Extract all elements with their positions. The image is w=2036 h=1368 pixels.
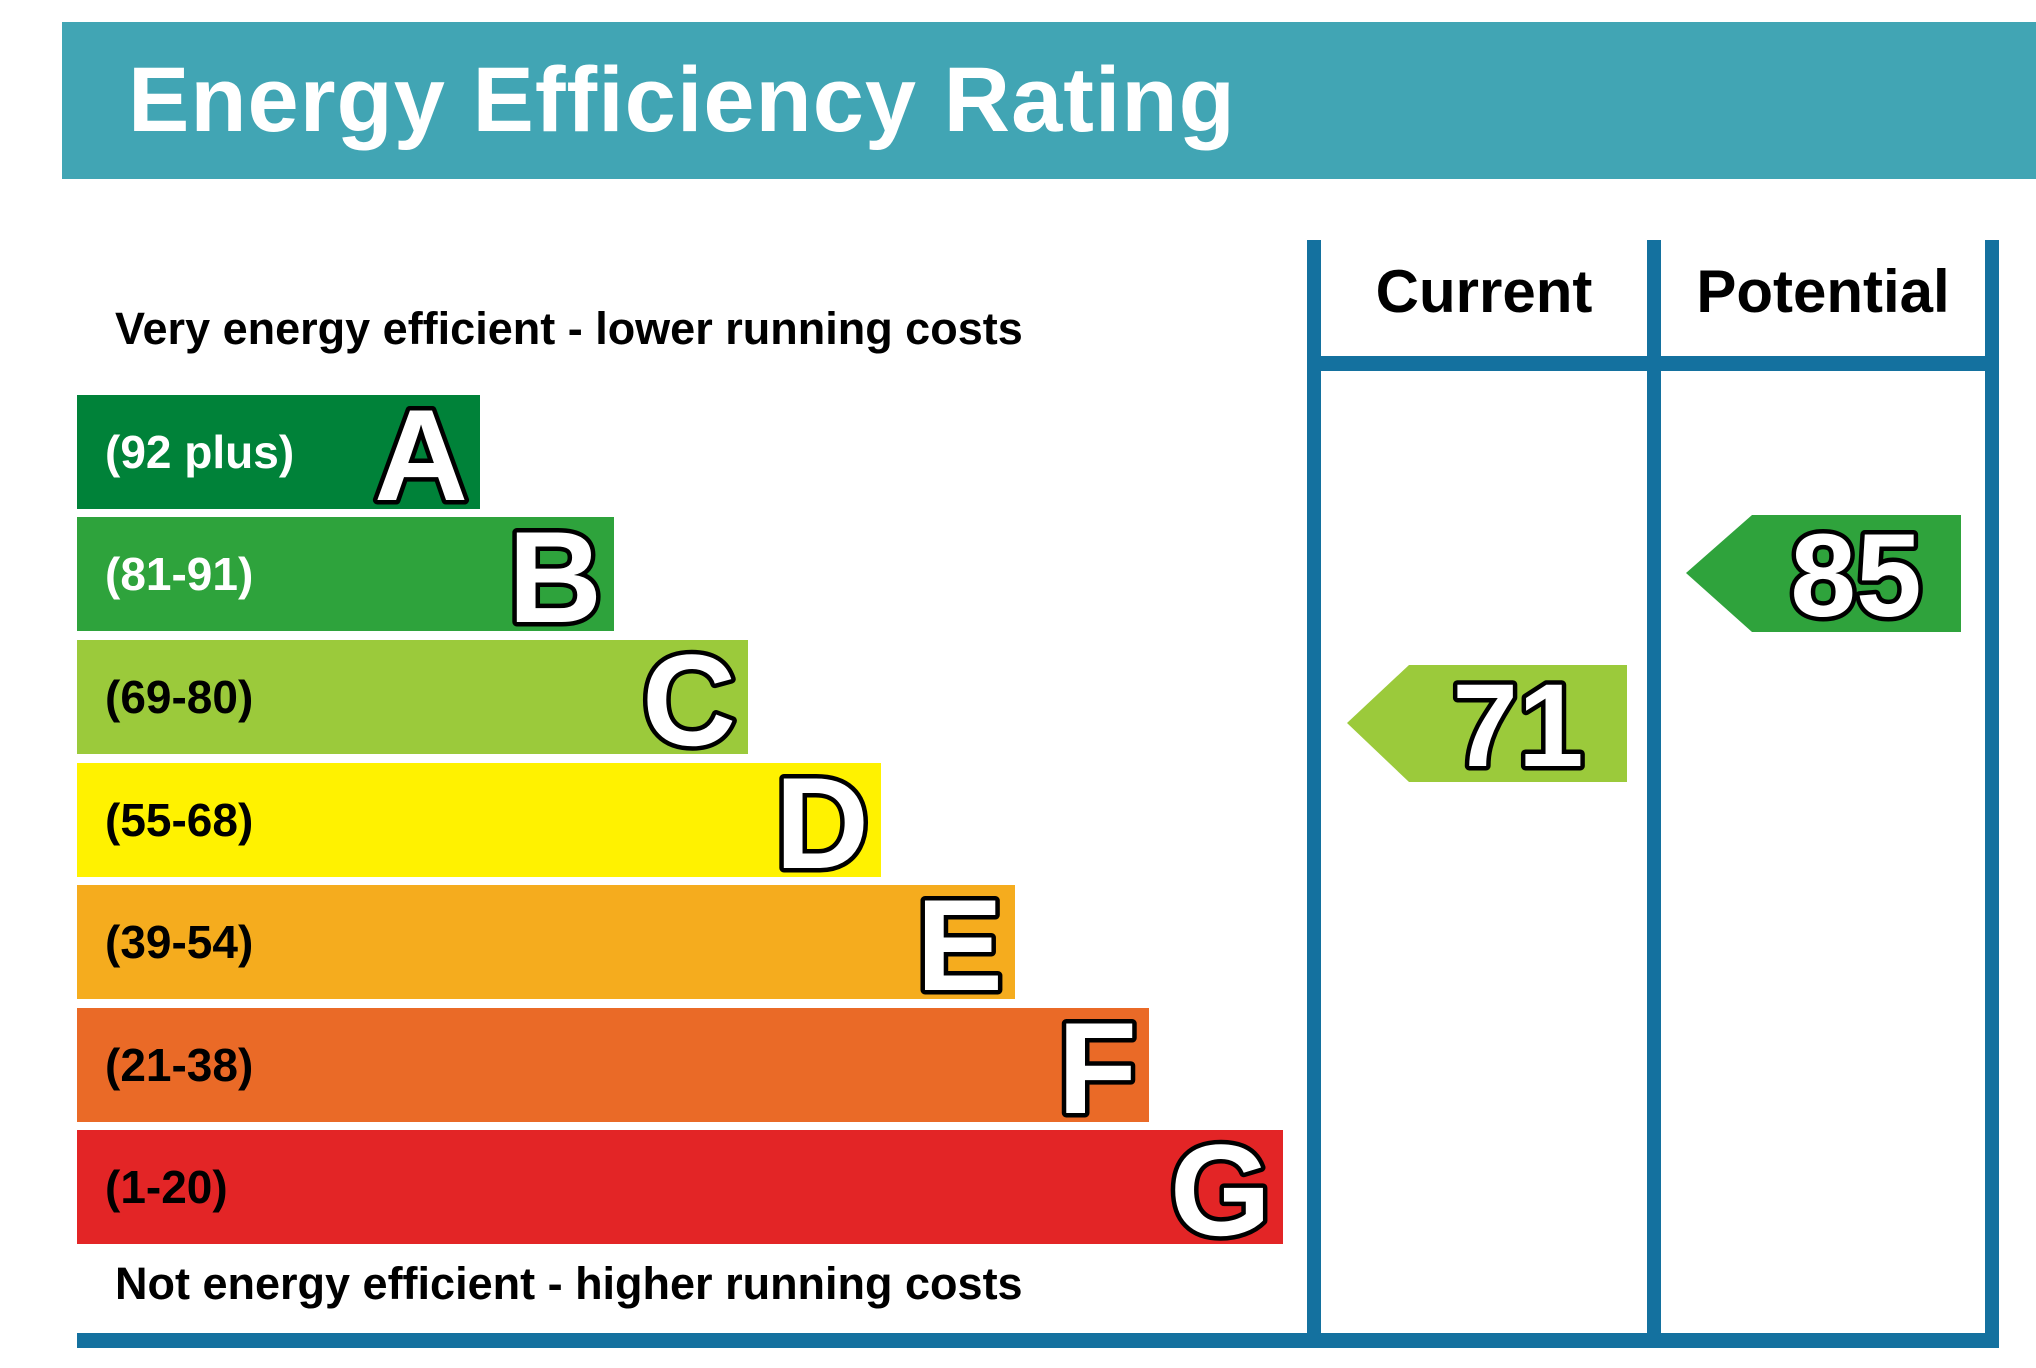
potential-column-header: Potential <box>1696 258 1950 325</box>
top-note: Very energy efficient - lower running co… <box>115 303 1023 354</box>
band-range-label: (1-20) <box>105 1161 228 1213</box>
band-range-label: (21-38) <box>105 1039 254 1091</box>
band-letter-text: F <box>1058 1008 1137 1122</box>
chart-header: Energy Efficiency Rating <box>62 22 2036 179</box>
current-rating-value: 71 <box>1452 665 1583 782</box>
column-border-middle <box>1647 240 1661 1348</box>
current-rating-arrow: 71 <box>1347 665 1627 782</box>
band-letter-text: A <box>374 395 468 509</box>
band-letter-d: D <box>771 763 874 877</box>
column-border-right <box>1985 240 1999 1348</box>
page-title: Energy Efficiency Rating <box>128 49 1236 151</box>
band-row-f: (21-38) F <box>77 1008 1149 1122</box>
band-letter-e: E <box>912 885 1008 999</box>
band-letter-b: B <box>504 517 607 631</box>
band-range-label: (55-68) <box>105 794 254 846</box>
chart-bottom-line <box>77 1333 1999 1348</box>
band-row-d: (55-68) D <box>77 763 881 877</box>
band-range-label: (92 plus) <box>105 426 295 478</box>
potential-rating-arrow: 85 <box>1686 515 1961 632</box>
column-header-underline <box>1307 356 1999 371</box>
band-letter-text: D <box>775 763 869 877</box>
band-row-a: (92 plus) A <box>77 395 480 509</box>
band-row-c: (69-80) C <box>77 640 748 754</box>
column-border-left <box>1307 240 1321 1348</box>
band-letter-g: G <box>1165 1130 1275 1244</box>
band-range-label: (39-54) <box>105 916 254 968</box>
current-column-header: Current <box>1375 258 1593 325</box>
band-range-label: (81-91) <box>105 548 254 600</box>
band-letter-text: C <box>642 640 736 754</box>
potential-rating-value: 85 <box>1790 515 1921 632</box>
band-row-b: (81-91) B <box>77 517 614 631</box>
band-letter-text: G <box>1170 1130 1271 1244</box>
band-range-label: (69-80) <box>105 671 254 723</box>
band-letter-c: C <box>638 640 741 754</box>
band-letter-text: E <box>916 885 1003 999</box>
band-row-g: (1-20) G <box>77 1130 1283 1244</box>
band-letter-a: A <box>370 395 473 509</box>
band-letter-text: B <box>508 517 602 631</box>
current-arrow-shape <box>1347 665 1627 782</box>
potential-arrow-shape <box>1686 515 1961 632</box>
rating-bands: (92 plus) A (81-91) B (69-80) C (55-68) … <box>77 395 1387 1245</box>
band-row-e: (39-54) E <box>77 885 1015 999</box>
bottom-note: Not energy efficient - higher running co… <box>115 1258 1023 1309</box>
band-letter-f: F <box>1053 1008 1141 1122</box>
